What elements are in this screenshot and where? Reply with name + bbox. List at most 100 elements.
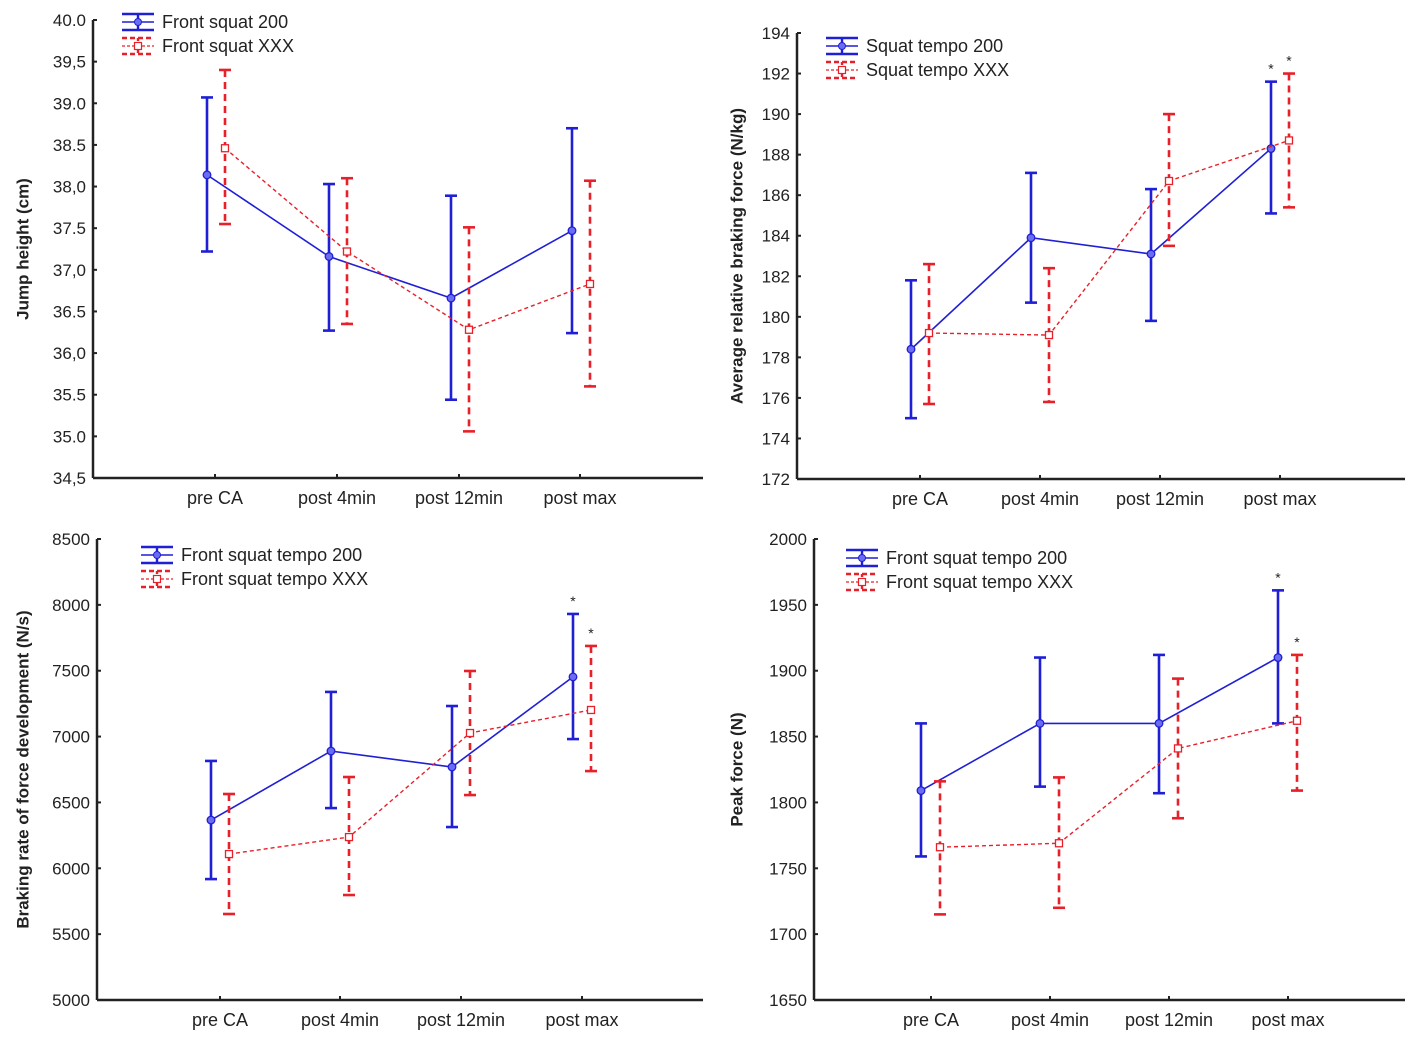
y-tick-label: 172: [762, 470, 790, 489]
y-tick-label: 178: [762, 348, 790, 367]
y-tick-label: 192: [762, 65, 790, 84]
y-tick-label: 37,0: [53, 261, 86, 280]
data-point: [465, 728, 475, 738]
data-point: [1146, 249, 1156, 259]
data-point: [568, 672, 578, 682]
legend: Front squat tempo 200 Front squat tempo X…: [846, 548, 1073, 592]
y-tick-label: 1900: [769, 662, 807, 681]
x-tick-label: pre CA: [903, 1010, 959, 1030]
y-tick-label: 7500: [52, 662, 90, 681]
legend-label: Front squat tempo XXX: [886, 572, 1073, 592]
series-line: [228, 709, 592, 855]
data-point: [567, 226, 577, 236]
y-tick-label: 1700: [769, 925, 807, 944]
significance-marker: *: [1294, 634, 1300, 650]
y-tick-label: 174: [762, 429, 790, 448]
data-point: [1044, 330, 1054, 340]
data-point: [906, 344, 916, 354]
x-tick-label: post 4min: [1001, 489, 1079, 509]
x-tick-label: post max: [543, 488, 616, 508]
data-point: [324, 252, 334, 261]
data-point: [1284, 136, 1294, 145]
legend-label: Front squat 200: [162, 12, 288, 32]
chart-panel-3: 5000 5500 6000 6500 7000 7500 8000 8500 pre CA po…: [13, 530, 703, 1030]
data-point: [1292, 716, 1302, 725]
data-point: [586, 705, 596, 715]
x-tick-label: post max: [545, 1010, 618, 1030]
data-point: [202, 170, 212, 180]
data-point: [935, 843, 945, 852]
series-xxx: *: [934, 634, 1303, 916]
data-point: [342, 247, 352, 256]
y-tick-label: 39,5: [53, 53, 86, 72]
legend-label: Front squat tempo 200: [181, 545, 362, 565]
series-200: *: [915, 569, 1284, 858]
y-tick-label: 2000: [769, 530, 807, 549]
y-tick-label: 7000: [52, 728, 90, 747]
y-tick-label: 36,0: [53, 344, 86, 363]
legend-swatch-dashed-errorbar-icon: [846, 572, 878, 592]
y-tick-label: 6000: [52, 859, 90, 878]
legend-label: Front squat XXX: [162, 36, 294, 56]
x-tick-label: pre CA: [192, 1010, 248, 1030]
x-tick-label: post 12min: [1125, 1010, 1213, 1030]
legend-swatch-dashed-errorbar-icon: [826, 60, 858, 80]
y-tick-label: 176: [762, 389, 790, 408]
series-xxx: [219, 68, 596, 433]
y-tick-label: 190: [762, 105, 790, 124]
data-point: [446, 293, 456, 303]
legend: Front squat tempo 200 Front squat tempo X…: [141, 545, 368, 589]
y-tick-label: 1650: [769, 991, 807, 1010]
series-line: [206, 174, 573, 300]
y-axis-label: Peak force (N): [727, 712, 746, 826]
series-line: [910, 147, 1272, 350]
significance-marker: *: [1286, 53, 1292, 69]
x-tick-label: post 4min: [301, 1010, 379, 1030]
legend-swatch-solid-errorbar-icon: [122, 12, 154, 32]
legend-label: Front squat tempo XXX: [181, 569, 368, 589]
x-tick-label: pre CA: [892, 489, 948, 509]
legend-label: Squat tempo XXX: [866, 60, 1009, 80]
y-tick-label: 35.5: [53, 386, 86, 405]
y-tick-label: 39.0: [53, 94, 86, 113]
legend-swatch-solid-errorbar-icon: [141, 545, 173, 565]
y-tick-label: 180: [762, 308, 790, 327]
significance-marker: *: [588, 625, 594, 641]
y-tick-label: 5500: [52, 925, 90, 944]
data-point: [1164, 176, 1174, 186]
significance-marker: *: [570, 593, 576, 609]
series-xxx: *: [223, 625, 597, 916]
x-tick-label: post max: [1251, 1010, 1324, 1030]
legend-swatch-dashed-errorbar-icon: [122, 36, 154, 56]
x-tick-label: post 12min: [417, 1010, 505, 1030]
significance-marker: *: [1268, 61, 1274, 77]
legend-swatch-dashed-errorbar-icon: [141, 569, 173, 589]
y-tick-label: 40.0: [53, 11, 86, 30]
series-line: [939, 720, 1298, 848]
y-tick-label: 5000: [52, 991, 90, 1010]
x-tick-label: pre CA: [187, 488, 243, 508]
data-point: [924, 328, 934, 338]
series-line: [928, 139, 1290, 336]
chart-panel-2: 172 174 176 178 180 182 184 186 188 190 192 194 pre …: [727, 24, 1405, 509]
data-point: [1173, 744, 1183, 753]
y-tick-label: 38,0: [53, 178, 86, 197]
chart-panel-4: 1650 1700 1750 1800 1850 1900 1950 2000 pre CA po…: [727, 530, 1405, 1030]
data-point: [206, 815, 216, 825]
x-tick-label: post 12min: [415, 488, 503, 508]
significance-marker: *: [1275, 569, 1281, 585]
data-point: [585, 279, 595, 289]
legend-swatch-solid-errorbar-icon: [846, 548, 878, 568]
data-point: [1273, 653, 1283, 662]
data-point: [326, 746, 336, 756]
x-tick-label: post 4min: [1011, 1010, 1089, 1030]
data-point: [344, 832, 354, 842]
x-tick-label: post max: [1243, 489, 1316, 509]
y-tick-label: 184: [762, 227, 790, 246]
y-tick-label: 188: [762, 146, 790, 165]
y-tick-label: 35.0: [53, 427, 86, 446]
x-tick-label: post 12min: [1116, 489, 1204, 509]
y-tick-label: 1800: [769, 793, 807, 812]
y-tick-label: 34,5: [53, 469, 86, 488]
